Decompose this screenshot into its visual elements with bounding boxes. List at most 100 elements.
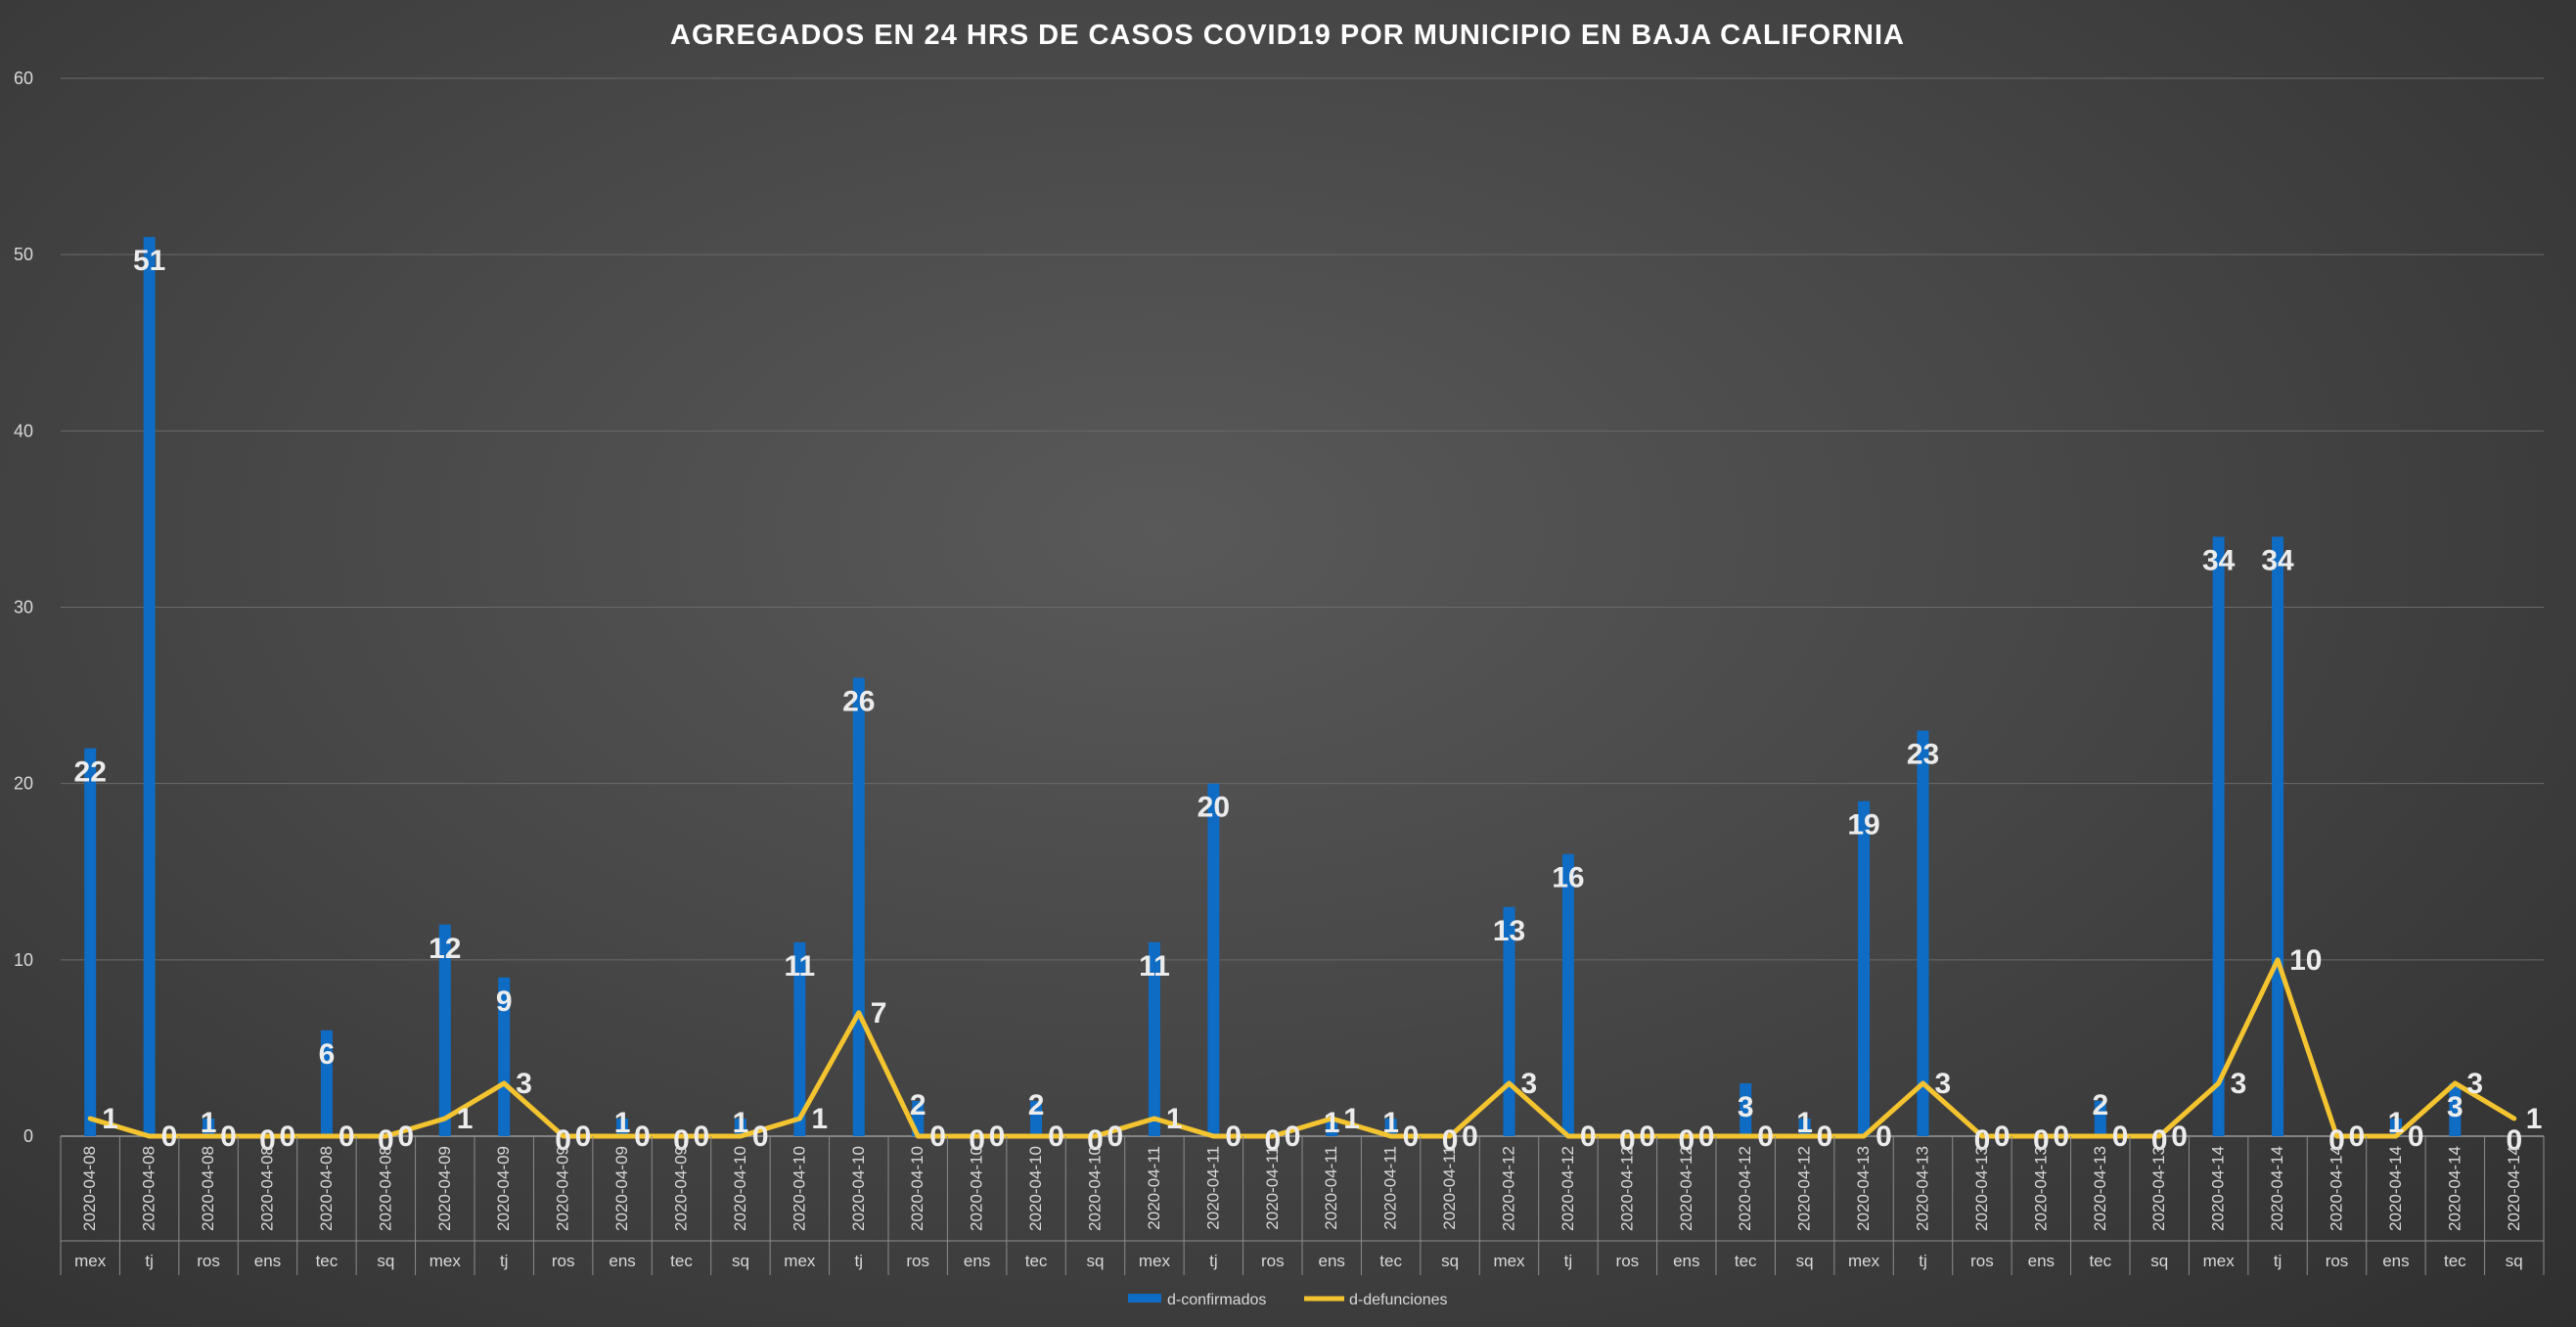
line-data-label: 3 xyxy=(1521,1068,1538,1100)
line-data-label: 0 xyxy=(1107,1121,1124,1153)
x-date-label: 2020-04-14 xyxy=(2268,1146,2286,1231)
bar xyxy=(203,1118,215,1136)
line-data-label: 0 xyxy=(1048,1121,1064,1153)
x-axis: 2020-04-08 mex 2020-04-08 tj 2020-04-08 ros 20… xyxy=(60,1136,2545,1275)
line-data-label: 1 xyxy=(2526,1103,2543,1135)
line-data-label: 0 xyxy=(1698,1121,1715,1153)
bar-data-label: 13 xyxy=(1493,915,1525,947)
line-data-label: 0 xyxy=(1580,1121,1597,1153)
bar-data-label: 34 xyxy=(2261,544,2294,576)
x-municipio-label: tj xyxy=(1919,1252,1927,1270)
line-data-label: 0 xyxy=(989,1121,1006,1153)
line-data-label: 3 xyxy=(2466,1068,2483,1100)
y-axis: 0 10 20 30 40 50 60 xyxy=(14,69,33,1146)
x-date-label: 2020-04-12 xyxy=(1500,1146,1518,1231)
x-municipio-label: mex xyxy=(74,1252,107,1270)
line-data-label: 0 xyxy=(1817,1121,1833,1153)
x-date-label: 2020-04-08 xyxy=(199,1146,217,1231)
line-data-label: 0 xyxy=(1225,1121,1242,1153)
x-date-label: 2020-04-14 xyxy=(2327,1146,2346,1231)
x-date-label: 2020-04-08 xyxy=(376,1146,394,1231)
x-municipio-label: tec xyxy=(2444,1252,2466,1270)
bar-data-label: 0 xyxy=(2506,1124,2522,1157)
line-data-label: 0 xyxy=(2171,1121,2188,1153)
line-data-label: 0 xyxy=(161,1121,178,1153)
bar-data-label: 0 xyxy=(1974,1124,1991,1157)
bar xyxy=(616,1118,629,1136)
bar xyxy=(2272,536,2284,1136)
x-date-label: 2020-04-12 xyxy=(1677,1146,1695,1231)
bar-data-label: 51 xyxy=(133,245,165,277)
x-municipio-label: tec xyxy=(670,1252,693,1270)
x-date-label: 2020-04-08 xyxy=(80,1146,99,1231)
line-data-label: 0 xyxy=(1403,1121,1420,1153)
x-municipio-label: ros xyxy=(1616,1252,1640,1270)
x-municipio-label: tj xyxy=(855,1252,864,1270)
bar-data-label: 0 xyxy=(1619,1124,1636,1157)
x-municipio-label: mex xyxy=(1139,1252,1171,1270)
bar-data-label: 22 xyxy=(74,756,107,789)
bar-data-label: 1 xyxy=(1796,1107,1813,1139)
x-date-label: 2020-04-14 xyxy=(2386,1146,2405,1231)
bar xyxy=(143,237,156,1136)
x-municipio-label: sq xyxy=(1441,1252,1459,1270)
x-municipio-label: mex xyxy=(1493,1252,1525,1270)
bar-data-label: 2 xyxy=(910,1089,926,1121)
bar-data-label: 3 xyxy=(1738,1091,1754,1123)
line-data-label: 1 xyxy=(1343,1103,1360,1135)
x-municipio-label: ens xyxy=(2382,1252,2409,1270)
bar-data-label: 20 xyxy=(1198,792,1230,824)
bar-data-label: 0 xyxy=(1678,1124,1695,1157)
line-data-label: 0 xyxy=(2408,1121,2424,1153)
legend-swatch-confirmados xyxy=(1128,1294,1161,1303)
x-date-label: 2020-04-08 xyxy=(140,1146,158,1231)
x-date-label: 2020-04-11 xyxy=(1440,1146,1459,1230)
x-municipio-label: tec xyxy=(1735,1252,1757,1270)
bar xyxy=(1207,783,1220,1136)
x-date-label: 2020-04-10 xyxy=(1026,1146,1045,1231)
bar-data-label: 0 xyxy=(2328,1124,2345,1157)
chart-title: AGREGADOS EN 24 HRS DE CASOS COVID19 POR… xyxy=(670,20,1905,51)
line-data-label: 0 xyxy=(2053,1121,2069,1153)
bar-data-label: 0 xyxy=(969,1124,985,1157)
bar-data-label: 23 xyxy=(1907,739,1939,771)
line-data-label: 1 xyxy=(102,1103,118,1135)
x-municipio-label: tj xyxy=(500,1252,509,1270)
x-municipio-label: sq xyxy=(1796,1252,1814,1270)
bar-data-label: 2 xyxy=(1028,1089,1045,1121)
x-municipio-label: sq xyxy=(1087,1252,1105,1270)
x-date-label: 2020-04-11 xyxy=(1203,1146,1222,1230)
y-tick-label: 30 xyxy=(14,598,33,618)
bar-data-label: 0 xyxy=(2033,1124,2050,1157)
line-data-label: 0 xyxy=(1285,1121,1301,1153)
line-data-label: 0 xyxy=(1876,1121,1892,1153)
bar-data-label: 0 xyxy=(259,1124,276,1157)
x-municipio-label: tj xyxy=(1209,1252,1218,1270)
x-date-label: 2020-04-13 xyxy=(2091,1146,2109,1231)
x-date-label: 2020-04-10 xyxy=(849,1146,868,1231)
line-data-label: 0 xyxy=(752,1121,769,1153)
x-municipio-label: tj xyxy=(1564,1252,1573,1270)
bar-data-label: 0 xyxy=(1087,1124,1104,1157)
bar-data-label: 0 xyxy=(1442,1124,1459,1157)
x-municipio-label: ens xyxy=(254,1252,281,1270)
x-date-label: 2020-04-10 xyxy=(968,1146,986,1231)
bar xyxy=(1148,941,1160,1136)
line-data-label: 0 xyxy=(1757,1121,1774,1153)
x-date-label: 2020-04-13 xyxy=(1914,1146,1932,1231)
bar xyxy=(1384,1118,1397,1136)
x-municipio-label: mex xyxy=(1848,1252,1880,1270)
x-municipio-label: ros xyxy=(1970,1252,1994,1270)
x-municipio-label: ros xyxy=(906,1252,929,1270)
bar-data-label: 3 xyxy=(2447,1091,2463,1123)
x-municipio-label: sq xyxy=(377,1252,394,1270)
x-municipio-label: ros xyxy=(1261,1252,1285,1270)
y-tick-label: 10 xyxy=(14,950,33,970)
x-municipio-label: ens xyxy=(1673,1252,1699,1270)
x-date-label: 2020-04-10 xyxy=(1086,1146,1105,1231)
x-date-label: 2020-04-14 xyxy=(2505,1146,2523,1231)
bar-data-label: 0 xyxy=(555,1124,571,1157)
bar xyxy=(793,941,806,1136)
line-data-label: 3 xyxy=(2231,1068,2247,1100)
line-data-label: 0 xyxy=(220,1121,237,1153)
